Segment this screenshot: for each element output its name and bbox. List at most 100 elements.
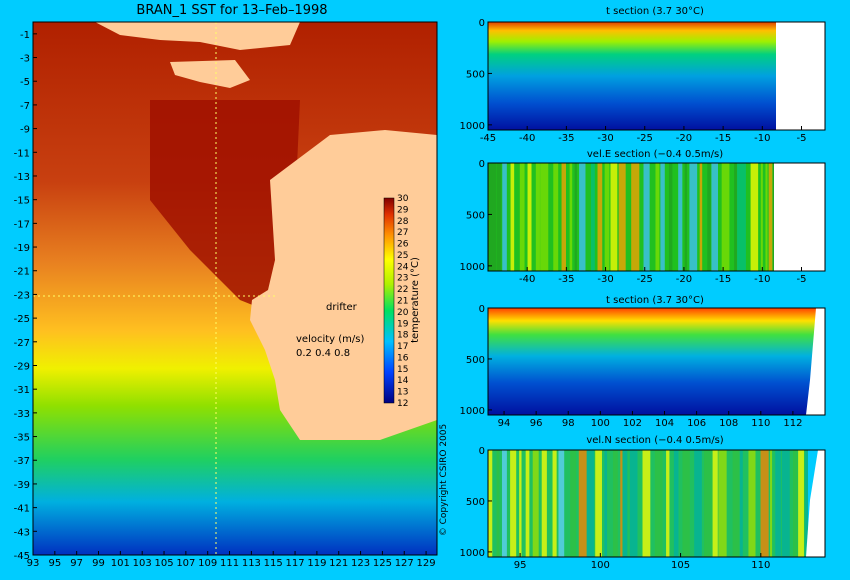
map-x-tick-label: 103 xyxy=(133,558,152,569)
section-stripe xyxy=(765,163,768,271)
section1-x-ticks: -45 -40 -35 -30 -25 -20 -15 -10 -5 xyxy=(480,126,806,144)
section-stripe xyxy=(558,450,565,557)
s3-x-tick-label: 112 xyxy=(783,418,802,429)
s4-x-tick-label: 100 xyxy=(591,560,610,571)
s2-x-tick-label: -30 xyxy=(597,274,613,285)
map-y-tick-label: -37 xyxy=(14,456,30,467)
map-y-tick-label: -21 xyxy=(14,267,30,278)
colorbar-tick-label: 25 xyxy=(397,251,408,261)
section-stripe xyxy=(612,450,618,557)
s2-x-tick-label: -20 xyxy=(676,274,692,285)
s3-y-tick-label: 1000 xyxy=(460,406,485,417)
map-y-tick-label: -13 xyxy=(14,172,30,183)
map-y-tick-label: -29 xyxy=(14,361,30,372)
warm-tongue xyxy=(150,100,300,320)
s3-x-tick-label: 106 xyxy=(687,418,706,429)
section-stripe xyxy=(488,163,497,271)
section-stripe xyxy=(798,450,804,557)
section3-y-ticks: 0 500 1000 xyxy=(460,304,492,417)
section-stripe xyxy=(750,163,759,271)
section4-y-ticks: 0 500 1000 xyxy=(460,446,492,559)
section3-plot xyxy=(487,307,826,416)
map-frame xyxy=(32,21,438,556)
colorbar-tick-label: 15 xyxy=(397,365,408,375)
s4-x-tick-label: 110 xyxy=(751,560,770,571)
section-stripe xyxy=(770,450,773,557)
map-x-tick-label: 99 xyxy=(92,558,105,569)
section-stripe xyxy=(579,163,586,271)
section-stripe xyxy=(552,450,557,557)
s2-x-tick-label: -40 xyxy=(519,274,535,285)
map-y-tick-label: -19 xyxy=(14,243,30,254)
section-stripe xyxy=(586,450,594,557)
section-stripe xyxy=(610,163,618,271)
map-x-tick-label: 127 xyxy=(395,558,414,569)
colorbar-tick-label: 30 xyxy=(397,194,409,204)
section-stripe xyxy=(682,450,690,557)
section-stripe xyxy=(660,163,665,271)
s1-y-tick-label: 0 xyxy=(479,18,485,29)
colorbar-tick-label: 19 xyxy=(397,319,409,329)
section3-nodata xyxy=(806,308,825,415)
section-stripe xyxy=(527,163,532,271)
map-y-tick-label: -7 xyxy=(20,101,30,112)
section4-nodata xyxy=(806,450,825,557)
colorbar-tick-label: 13 xyxy=(397,388,408,398)
map-x-tick-label: 111 xyxy=(220,558,239,569)
section-stripe xyxy=(540,163,549,271)
section-stripe xyxy=(712,450,718,557)
map-y-tick-label: -35 xyxy=(14,433,30,444)
section-stripe xyxy=(631,163,640,271)
section-stripe xyxy=(510,450,517,557)
s2-x-tick-label: -25 xyxy=(637,274,653,285)
map-x-tick-label: 119 xyxy=(307,558,326,569)
section2-x-ticks: -40 -35 -30 -25 -20 -15 -10 -5 xyxy=(519,267,806,285)
map-y-tick-label: -1 xyxy=(20,30,30,41)
section-stripe xyxy=(718,450,727,557)
land-australia xyxy=(250,130,437,440)
section-stripe xyxy=(666,450,670,557)
section3-title: t section (3.7 30°C) xyxy=(606,295,704,306)
section1-frame xyxy=(487,21,826,131)
section-stripe xyxy=(699,163,703,271)
s1-x-tick-label: -20 xyxy=(676,133,692,144)
colorbar-tick-label: 17 xyxy=(397,342,408,352)
s1-y-tick-label: 1000 xyxy=(460,121,485,132)
map-y-tick-label: -43 xyxy=(14,527,30,538)
section-stripe xyxy=(707,163,711,271)
land-indonesia xyxy=(170,60,250,88)
s3-x-tick-label: 108 xyxy=(719,418,738,429)
section-stripe xyxy=(737,163,746,271)
section3-field xyxy=(488,308,816,415)
s1-x-tick-label: -5 xyxy=(796,133,806,144)
s1-x-tick-label: -40 xyxy=(519,133,535,144)
colorbar-tick-label: 20 xyxy=(397,308,409,318)
s3-x-tick-label: 98 xyxy=(562,418,575,429)
velocity-scale: 0.2 0.4 0.8 xyxy=(296,348,350,359)
s4-y-tick-label: 1000 xyxy=(460,548,485,559)
map-y-ticks: -1 -3 -5 -7 -9 -11 -13 -15 -17 -19 -21 -23 -25 -27 -29… xyxy=(14,30,37,562)
section-stripe xyxy=(604,450,608,557)
map-x-tick-label: 129 xyxy=(417,558,436,569)
section-stripe xyxy=(684,163,687,271)
section-stripe xyxy=(655,163,660,271)
s3-y-tick-label: 0 xyxy=(479,304,485,315)
s4-x-tick-label: 105 xyxy=(671,560,690,571)
map-y-tick-label: -5 xyxy=(20,77,30,88)
section-stripe xyxy=(535,163,540,271)
colorbar-tick-label: 28 xyxy=(397,217,409,227)
s3-x-tick-label: 104 xyxy=(655,418,674,429)
section-stripe xyxy=(532,450,539,557)
colorbar-tick-label: 16 xyxy=(397,353,409,363)
section-stripe xyxy=(620,450,623,557)
map-x-tick-label: 95 xyxy=(48,558,61,569)
map-x-tick-label: 101 xyxy=(111,558,130,569)
map-y-tick-label: -23 xyxy=(14,290,30,301)
map-x-tick-label: 125 xyxy=(373,558,392,569)
colorbar-tick-label: 12 xyxy=(397,399,408,409)
colorbar-tick-label: 22 xyxy=(397,285,408,295)
section-stripe xyxy=(732,450,740,557)
s2-x-tick-label: -35 xyxy=(558,274,574,285)
section1-title: t section (3.7 30°C) xyxy=(606,6,704,17)
